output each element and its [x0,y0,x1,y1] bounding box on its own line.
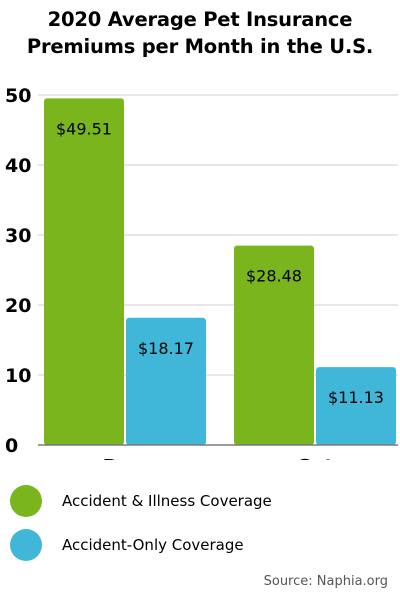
x-tick-label: Dog [103,455,148,460]
data-label: $11.13 [328,388,384,407]
y-tick-label: 20 [5,295,31,317]
chart-title: 2020 Average Pet Insurance Premiums per … [0,6,400,60]
legend-swatch-accident-only [10,529,42,561]
legend-item-accident-illness: Accident & Illness Coverage [10,484,272,518]
y-tick-label: 50 [5,85,31,107]
data-label: $28.48 [246,267,302,286]
chart-title-line-1: 2020 Average Pet Insurance [47,8,353,31]
bar [44,98,124,446]
y-tick-label: 0 [5,435,18,457]
bar [126,317,206,445]
bar [234,245,314,445]
source-note: Source: Naphia.org [263,574,388,589]
y-tick-label: 10 [5,365,31,387]
bar [316,367,396,445]
legend-item-accident-only: Accident-Only Coverage [10,528,244,562]
legend-label-accident-only: Accident-Only Coverage [62,536,244,554]
legend-swatch-accident-illness [10,485,42,517]
bar-chart: 0 10 20 30 40 50 $49.51 $18.17 Dog $28.48 $11.13 Ca… [5,85,398,460]
chart-title-line-2: Premiums per Month in the U.S. [26,35,374,58]
y-tick-label: 30 [5,225,31,247]
x-tick-label: Cat [296,455,334,460]
y-tick-label: 40 [5,155,31,177]
data-label: $49.51 [56,119,112,138]
data-label: $18.17 [138,339,194,358]
legend-label-accident-illness: Accident & Illness Coverage [62,492,272,510]
